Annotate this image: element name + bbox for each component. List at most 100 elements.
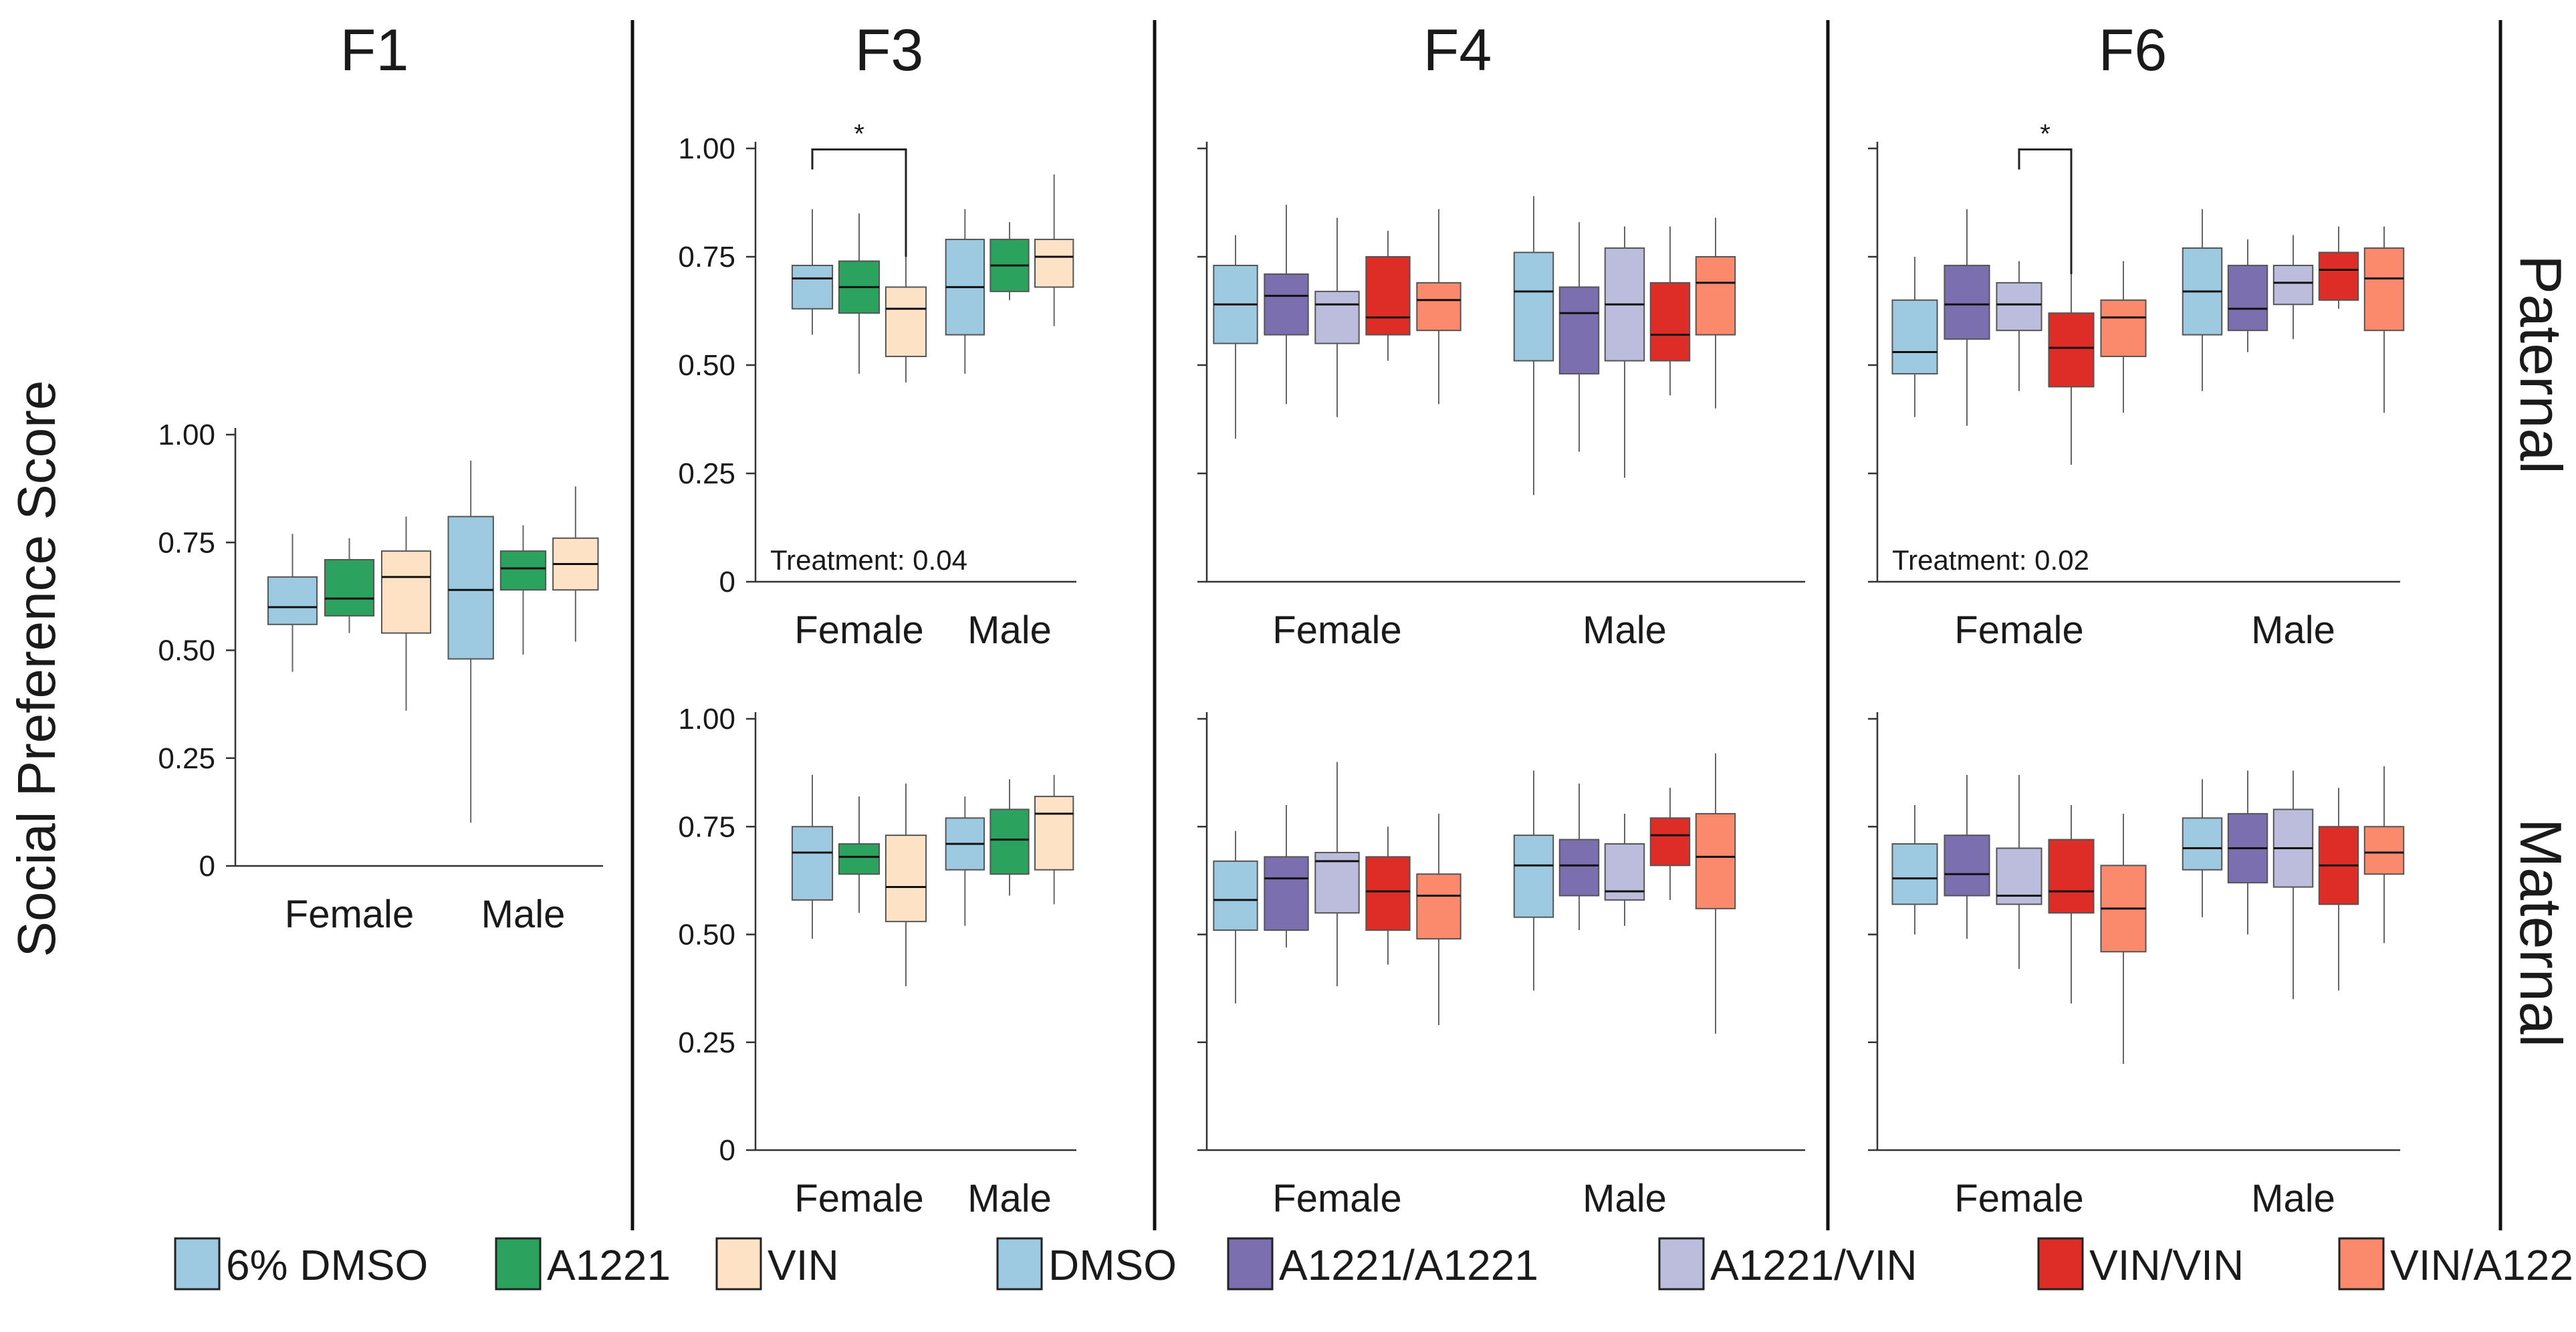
f3-paternal-female-6-dmso-box (791, 264, 834, 310)
f3-paternal-x-label-female: Female (794, 608, 923, 652)
legend-f4-f6-dmso-label: DMSO (1048, 1241, 1177, 1289)
f6-paternal-x-label-female: Female (1954, 608, 2083, 652)
f1-male-a1221-box (499, 550, 547, 591)
legend-f4-f6-vin-a1221-swatch (2338, 1237, 2385, 1291)
f4-maternal-female-vin-vin-box (1365, 856, 1411, 931)
f6-paternal-female-a1221-vin-box (1996, 282, 2042, 332)
f6-paternal-significance-label: * (2040, 119, 2051, 148)
f3-maternal-y-tick-label-2: 0.50 (678, 919, 735, 952)
title-f4: F4 (1423, 17, 1492, 83)
f3-paternal-significance-label: * (854, 119, 864, 148)
f1-y-tick-label-3: 0.75 (158, 526, 215, 559)
f3-maternal-female-6-dmso-box (791, 826, 834, 901)
f6-paternal-male-vin-a1221-box (2363, 247, 2405, 332)
f3-paternal-y-tick-label-3: 0.75 (678, 241, 735, 273)
f6-paternal-female-vin-vin-box (2048, 312, 2095, 388)
f3-maternal-male-vin-box (1034, 796, 1074, 871)
f6-paternal-male-vin-vin-box (2318, 251, 2359, 301)
legend-f4-f6-a1221-vin-label: A1221/VIN (1710, 1241, 1917, 1289)
f3-maternal-x-label-male: Male (967, 1177, 1052, 1220)
f6-maternal-x-label-male: Male (2251, 1177, 2335, 1220)
chart-panel-f6-paternal: Female Male Treatment: 0.02 * (1868, 119, 2405, 652)
legend-f4-f6-a1221-a1221-label: A1221/A1221 (1279, 1241, 1538, 1289)
legend-f4-f6-a1221-vin-swatch (1658, 1237, 1705, 1291)
f6-paternal-significance-bracket (2018, 148, 2073, 274)
f6-paternal-x-label-male: Male (2251, 608, 2335, 652)
f6-maternal-male-vin-a1221-box (2363, 826, 2405, 875)
legend-f1-f3-a1221-label: A1221 (547, 1241, 671, 1289)
f4-maternal-male-dmso-box (1513, 835, 1554, 918)
row-label-paternal: Paternal (2508, 255, 2574, 474)
chart-panel-f1: 0 0.25 0.50 0.75 1.00 Female Male (158, 419, 603, 936)
legend-f4-f6-vin-vin-swatch (2037, 1237, 2084, 1291)
f6-paternal-male-a1221-a1221-box (2227, 264, 2268, 332)
f1-y-tick-label-0: 0 (199, 850, 215, 883)
f6-maternal-female-a1221-a1221-box (1944, 835, 1990, 897)
f4-paternal-male-dmso-box (1513, 251, 1554, 362)
f1-female-a1221-box (324, 559, 375, 617)
f3-maternal-male-a1221-box (989, 808, 1030, 875)
f4-maternal-x-label-female: Female (1272, 1177, 1401, 1220)
legend-f4-f6-vin-a1221-label: VIN/A1221 (2390, 1241, 2576, 1289)
f1-female-6-dmso-box (267, 576, 318, 625)
f4-paternal-female-a1221-vin-box (1314, 290, 1360, 344)
f6-paternal-female-a1221-a1221-box (1944, 264, 1990, 340)
f3-maternal-female-a1221-box (838, 843, 881, 875)
f6-maternal-female-vin-vin-box (2048, 839, 2095, 914)
legend-f1-f3-6-dmso-swatch (174, 1237, 221, 1291)
f1-female-vin-box (380, 550, 432, 634)
f3-paternal-treatment-annotation: Treatment: 0.04 (770, 544, 967, 576)
legend-f1-f3-6-dmso-label: 6% DMSO (226, 1241, 428, 1289)
f4-maternal-female-vin-a1221-box (1416, 873, 1461, 939)
f3-paternal-male-vin-box (1034, 239, 1074, 288)
f4-paternal-female-vin-a1221-box (1416, 282, 1461, 332)
f3-paternal-significance-bracket (811, 148, 907, 257)
f3-maternal-y-tick-label-0: 0 (719, 1134, 735, 1167)
row-label-maternal: Maternal (2508, 818, 2574, 1047)
f4-maternal-female-a1221-vin-box (1314, 851, 1360, 914)
legend-f1-f3-vin-label: VIN (768, 1241, 839, 1289)
f3-maternal-x-label-female: Female (794, 1177, 923, 1220)
f3-paternal-x-label-male: Male (967, 608, 1052, 652)
chart-panel-f4-maternal: Female Male (1197, 712, 1805, 1220)
f6-maternal-female-dmso-box (1891, 843, 1938, 905)
f6-paternal-treatment-annotation: Treatment: 0.02 (1892, 544, 2089, 576)
f1-x-label-female: Female (285, 893, 414, 936)
f1-y-tick-label-2: 0.50 (158, 635, 215, 667)
f3-maternal-y-tick-label-4: 1.00 (678, 703, 735, 736)
f3-maternal-y-tick-label-1: 0.25 (678, 1026, 735, 1059)
legend: 6% DMSO A1221 VIN DMSO A1221/A1221 A1221/VIN V… (174, 1237, 2576, 1291)
f1-x-label-male: Male (481, 893, 566, 936)
f4-paternal-female-a1221-a1221-box (1264, 273, 1309, 336)
f4-maternal-x-label-male: Male (1583, 1177, 1667, 1220)
legend-f4-f6-vin-vin-label: VIN/VIN (2089, 1241, 2244, 1289)
f4-paternal-male-vin-a1221-box (1695, 256, 1736, 336)
f4-maternal-male-vin-vin-box (1649, 817, 1691, 867)
chart-panel-f3-maternal: 0 0.25 0.50 0.75 1.00 Female Male (678, 703, 1076, 1220)
f4-maternal-female-dmso-box (1213, 860, 1258, 931)
f4-paternal-male-a1221-a1221-box (1558, 286, 1600, 374)
f4-paternal-x-label-male: Male (1583, 608, 1667, 652)
f4-paternal-female-vin-vin-box (1365, 256, 1411, 336)
legend-f4-f6-a1221-a1221-swatch (1227, 1237, 1274, 1291)
f6-paternal-male-a1221-vin-box (2272, 264, 2314, 306)
legend-f1-f3-a1221-swatch (495, 1237, 542, 1291)
chart-panel-f4-paternal: Female Male (1197, 142, 1805, 652)
f4-maternal-male-vin-a1221-box (1695, 812, 1736, 909)
f3-paternal-y-tick-label-0: 0 (719, 566, 735, 598)
f1-y-tick-label-1: 0.25 (158, 742, 215, 775)
title-f1: F1 (340, 17, 409, 83)
title-f3: F3 (855, 17, 924, 83)
f3-paternal-y-tick-label-1: 0.25 (678, 457, 735, 490)
title-f6: F6 (2099, 17, 2168, 83)
f1-male-6-dmso-box (447, 516, 494, 660)
f6-paternal-female-vin-a1221-box (2100, 299, 2147, 358)
f3-maternal-female-vin-box (885, 835, 927, 923)
f3-maternal-y-tick-label-3: 0.75 (678, 810, 735, 843)
f6-maternal-male-dmso-box (2182, 817, 2223, 871)
f6-paternal-female-dmso-box (1891, 299, 1938, 374)
f6-maternal-x-label-female: Female (1954, 1177, 2083, 1220)
legend-f1-f3-vin-swatch (715, 1237, 762, 1291)
